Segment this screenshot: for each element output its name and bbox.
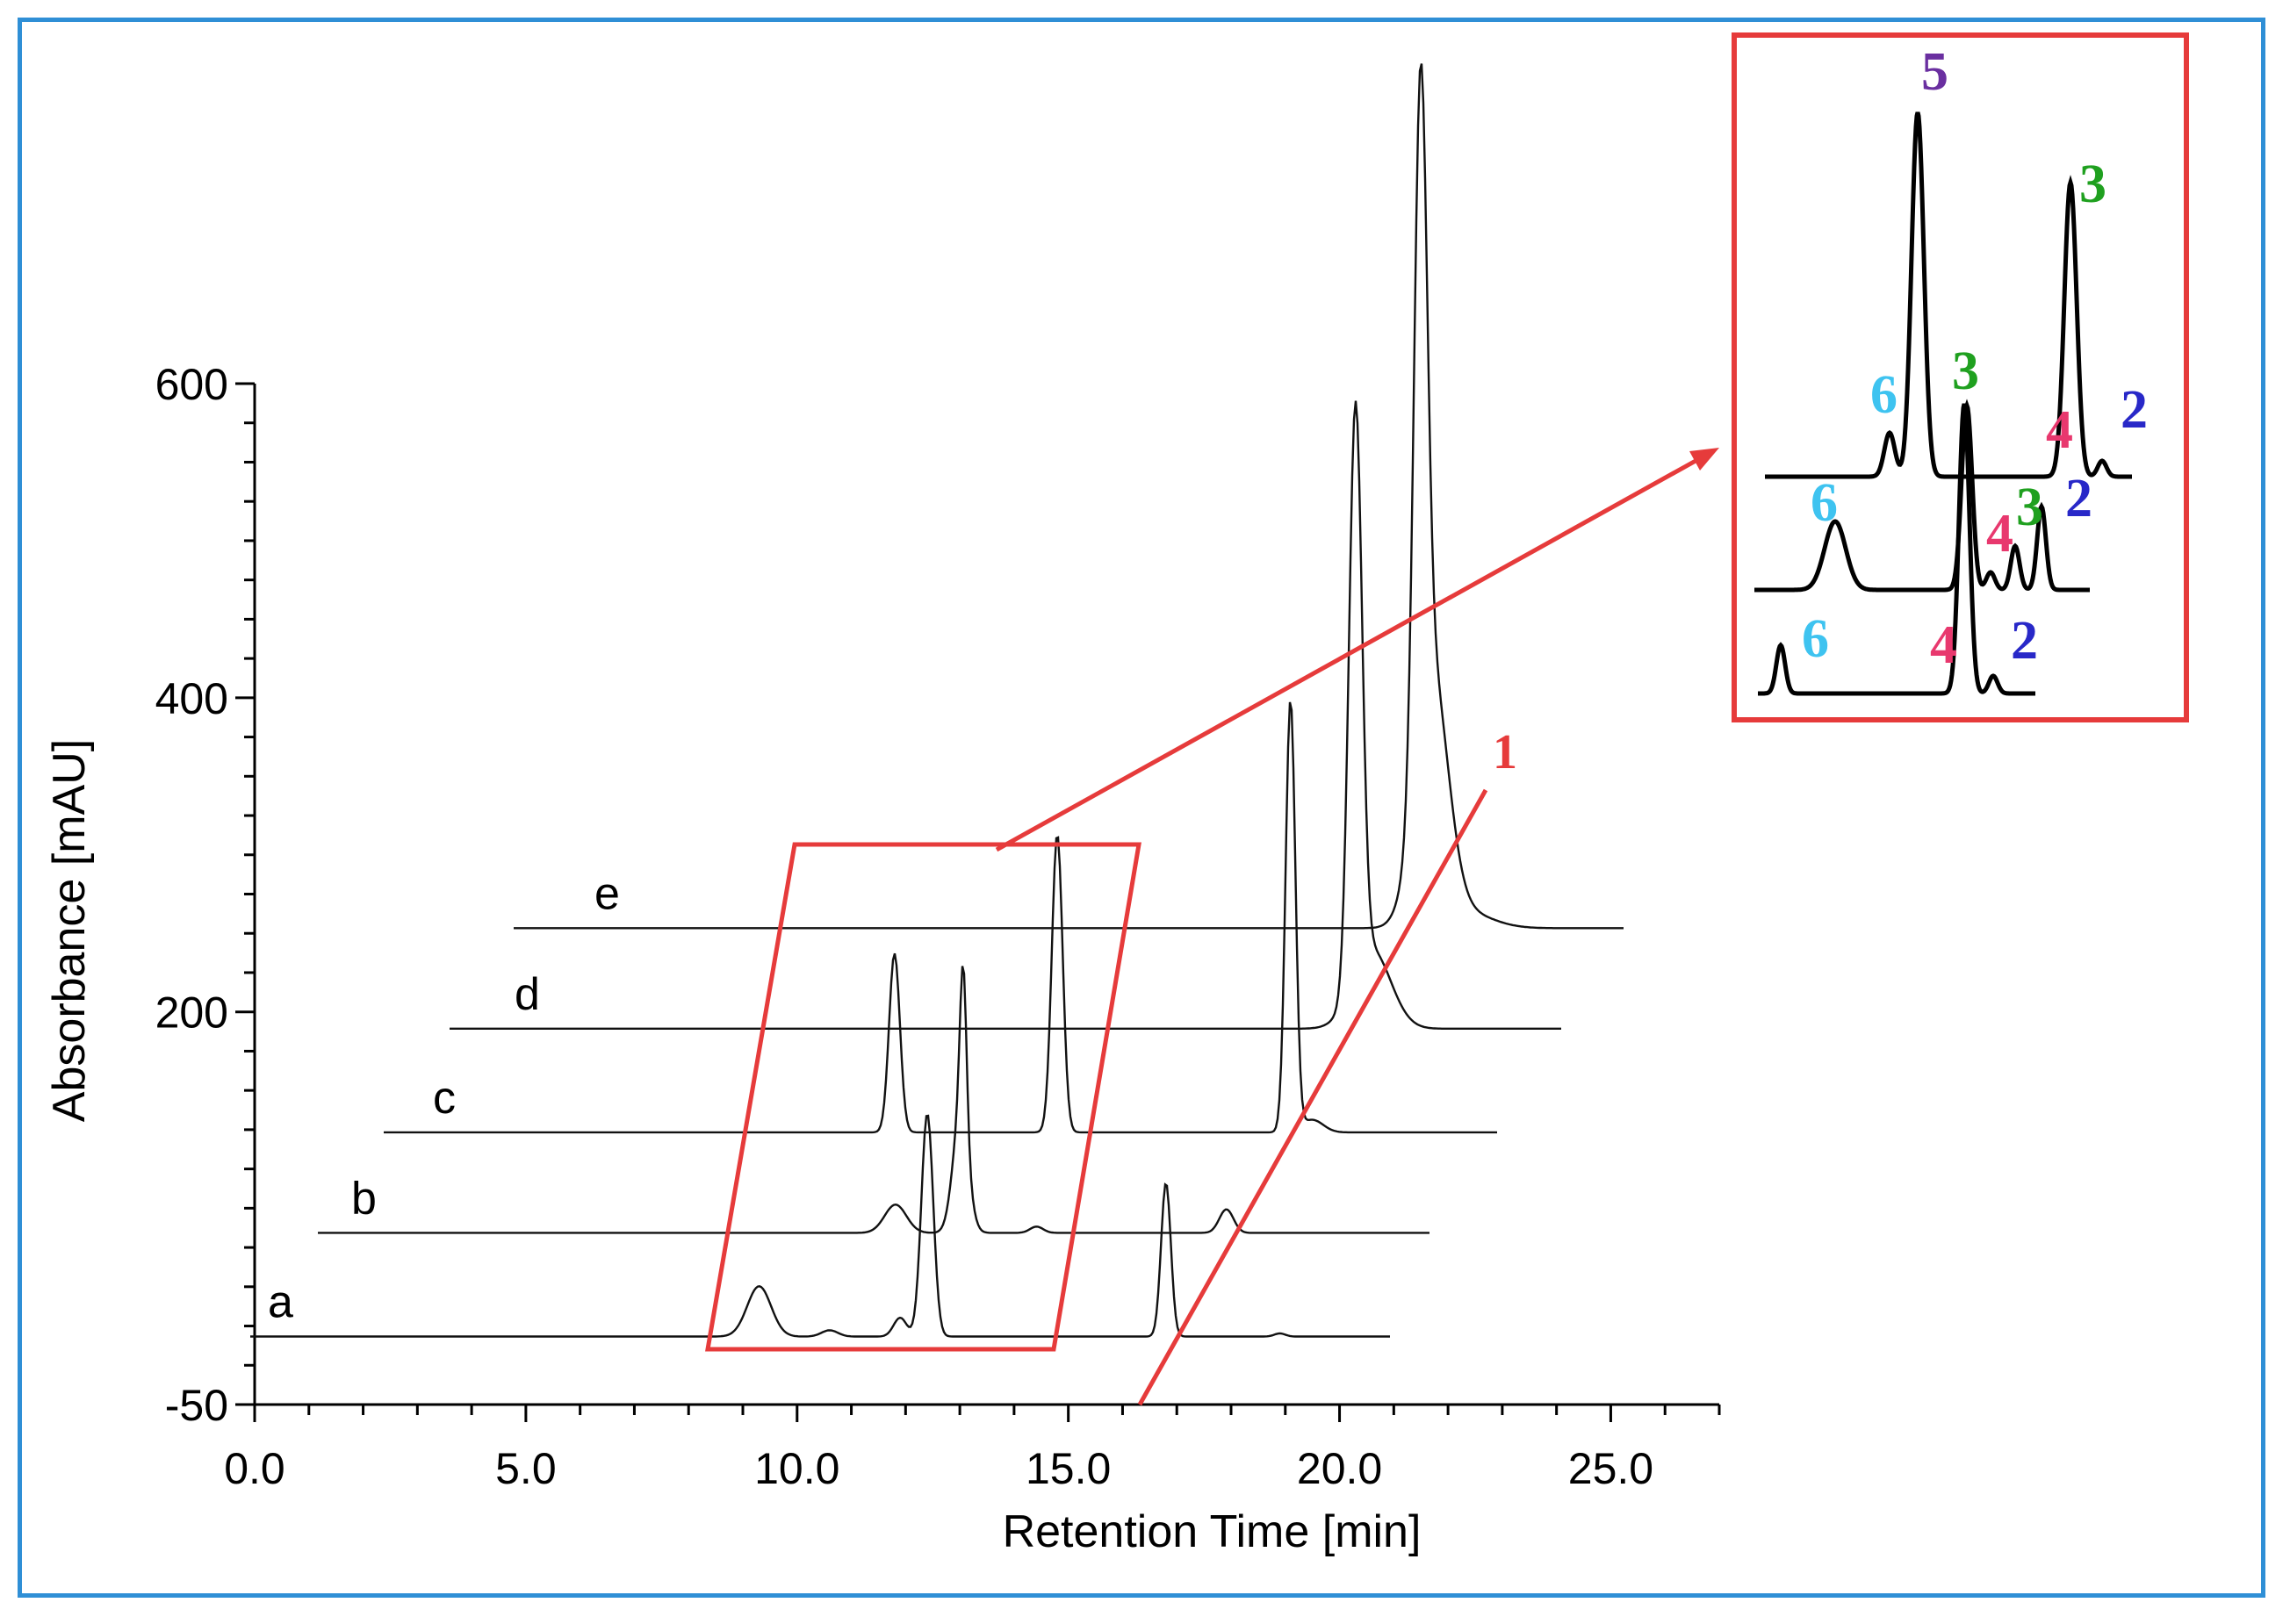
inset-peak-label-2: 2 (2065, 469, 2092, 528)
inset-peak-label-4: 4 (1986, 504, 2013, 564)
y-tick-label: 400 (155, 674, 228, 723)
x-tick-label: 15.0 (1026, 1444, 1111, 1493)
zoom-region-box (705, 842, 1141, 1352)
x-tick-label: 5.0 (495, 1444, 557, 1493)
inset-peak-label-6: 6 (1870, 365, 1898, 425)
trace-label-e: e (594, 868, 620, 919)
trace-line-b (318, 966, 1429, 1234)
trace-line-c (384, 701, 1497, 1134)
trace-label-a: a (268, 1277, 293, 1328)
inset-peak-label-4: 4 (2046, 400, 2073, 460)
trace-line-a (250, 1114, 1390, 1338)
y-axis-title: Absorbance [mAU] (44, 739, 95, 1122)
figure-frame (18, 18, 2265, 1598)
inset-peak-label-6: 6 (1802, 609, 1829, 669)
y-tick-label: 200 (155, 988, 228, 1038)
inset-peak-label-5: 5 (1921, 42, 1948, 102)
trace-line-d (450, 400, 1561, 1031)
trace-label-c: c (433, 1073, 456, 1124)
y-tick-label: -50 (165, 1381, 228, 1430)
y-tick-label: 600 (155, 360, 228, 409)
zoom-arrow-line (995, 454, 1705, 852)
x-axis-title: Retention Time [min] (1003, 1506, 1422, 1557)
x-tick-label: 20.0 (1297, 1444, 1382, 1493)
inset-peak-label-4: 4 (1930, 615, 1957, 675)
highlight-annotations: 1 (705, 448, 1719, 1406)
inset-peak-label-3: 3 (2016, 478, 2043, 537)
inset-trace-top (1765, 111, 2132, 479)
inset-peak-label-3: 3 (1952, 341, 1979, 401)
axes: 0.0 5.0 10.0 15.0 20.0 25.0 600 400 200 -50 (155, 360, 1721, 1493)
zoom-arrow-head (1689, 448, 1719, 471)
inset-trace-middle (1754, 399, 2090, 593)
inset-box (1732, 32, 2189, 722)
peak1-label: 1 (1493, 725, 1517, 780)
inset-peak-label-3: 3 (2079, 154, 2106, 214)
x-tick-label: 25.0 (1568, 1444, 1653, 1493)
x-tick-label: 10.0 (754, 1444, 839, 1493)
traces: a b c d e (250, 63, 1624, 1338)
trace-line-e (514, 63, 1624, 930)
inset-peak-label-2: 2 (2121, 380, 2148, 440)
inset-peak-label-2: 2 (2011, 611, 2038, 671)
peak1-pointer-line (1137, 788, 1488, 1406)
trace-label-d: d (515, 969, 540, 1020)
trace-label-b: b (351, 1173, 377, 1224)
zoom-inset: 536 34 264 3 26 4 2 (1732, 32, 2189, 722)
x-tick-label: 0.0 (224, 1444, 285, 1493)
inset-peak-label-6: 6 (1811, 473, 1838, 533)
inset-trace-bottom (1758, 403, 2035, 696)
